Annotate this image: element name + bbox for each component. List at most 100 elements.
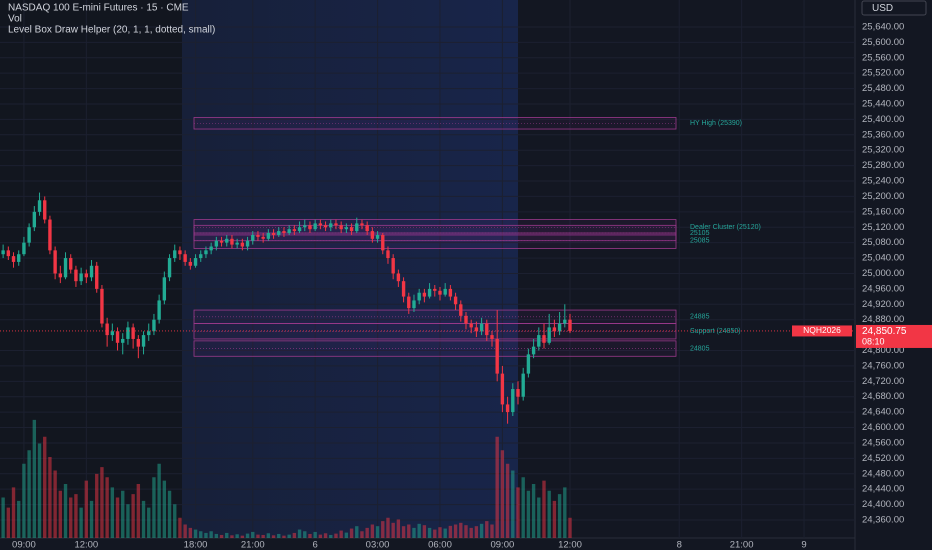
- currency-box[interactable]: [861, 0, 927, 16]
- volume-bar: [261, 534, 265, 538]
- candle-body: [511, 389, 515, 413]
- candle-body: [495, 338, 499, 374]
- candle-body: [500, 373, 505, 405]
- y-tick-label: 24,480.00: [862, 468, 904, 479]
- candle-body: [365, 225, 369, 232]
- candle-body: [266, 233, 271, 239]
- level-label: 24805: [690, 345, 710, 352]
- volume-bar: [401, 526, 406, 538]
- y-tick-label: 24,680.00: [862, 391, 904, 402]
- volume-bar: [568, 517, 572, 538]
- candle-body: [334, 223, 338, 226]
- volume-bar: [43, 436, 47, 538]
- candle-body: [230, 238, 234, 245]
- candle-body: [401, 281, 406, 297]
- volume-bar: [1, 497, 5, 538]
- volume-bar: [95, 473, 99, 538]
- volume-bar: [79, 507, 83, 538]
- volume-bar: [240, 535, 245, 538]
- candle-body: [464, 315, 468, 324]
- candle-body: [453, 296, 458, 305]
- volume-bar: [136, 484, 141, 538]
- candle-body: [438, 290, 442, 295]
- volume-bar: [438, 527, 442, 538]
- axes: 25,640.00 25,600.00 25,560.00 25,520.00 25,4…: [0, 21, 932, 550]
- volume-bar: [204, 532, 208, 538]
- y-tick-label: 24,440.00: [862, 484, 904, 495]
- volume-bar: [521, 477, 525, 538]
- candle-body: [303, 225, 307, 228]
- candle-body: [391, 258, 395, 274]
- volume-bar: [355, 526, 359, 538]
- candle-body: [308, 225, 312, 230]
- volume-bar: [448, 525, 453, 538]
- candle-body: [277, 231, 281, 235]
- x-tick-label: 6: [313, 540, 318, 550]
- volume-label: Vol: [8, 14, 22, 25]
- volume-bar: [505, 463, 510, 538]
- volume-bar: [485, 521, 489, 538]
- volume-bar: [396, 519, 401, 538]
- volume-bar: [453, 524, 458, 538]
- y-tick-label: 24,800.00: [862, 345, 904, 356]
- symbol-tag: [792, 325, 852, 337]
- volume-bar: [251, 531, 255, 538]
- candle-body: [27, 227, 31, 243]
- candle-body: [188, 261, 193, 266]
- volume-bar: [412, 527, 416, 538]
- x-tick-label: 21:00: [730, 540, 754, 550]
- volume-bar: [334, 533, 338, 538]
- volume-bar: [557, 494, 562, 538]
- volume-bar: [303, 531, 307, 538]
- volume-bar: [417, 523, 421, 538]
- candle-body: [537, 335, 541, 347]
- candle-body: [115, 331, 120, 343]
- candle-body: [542, 335, 546, 343]
- candle-body: [417, 292, 421, 301]
- y-tick-label: 25,080.00: [862, 237, 904, 248]
- candle-body: [256, 234, 260, 237]
- candle-body: [74, 269, 78, 282]
- y-tick-label: 25,520.00: [862, 68, 904, 79]
- y-tick-label: 25,240.00: [862, 176, 904, 187]
- y-tick-label: 25,560.00: [862, 52, 904, 63]
- level-label: 25105: [690, 230, 710, 237]
- volume-bar: [287, 534, 291, 538]
- candle-body: [157, 300, 161, 320]
- volume-bar: [11, 487, 16, 538]
- candle-body: [69, 258, 73, 270]
- y-tick-label: 24,560.00: [862, 437, 904, 448]
- candle-body: [209, 246, 213, 251]
- candle-body: [214, 240, 219, 247]
- candle-body: [547, 327, 551, 343]
- candle-body: [1, 250, 5, 255]
- candle-body: [563, 319, 567, 324]
- currency[interactable]: USD: [872, 3, 893, 14]
- candle-body: [490, 335, 494, 339]
- x-tick-label: 09:00: [12, 540, 36, 550]
- candle-body: [11, 256, 16, 262]
- volume-bar: [329, 534, 333, 538]
- volume-bar: [490, 524, 494, 538]
- candle-body: [433, 288, 437, 291]
- volume-bar: [318, 534, 323, 538]
- candle-body: [199, 254, 203, 259]
- y-tick-label: 25,280.00: [862, 160, 904, 171]
- volume-bar: [365, 527, 369, 538]
- candle-body: [126, 327, 130, 339]
- volume-bar: [32, 419, 37, 538]
- candle-body: [375, 234, 380, 239]
- candle-body: [485, 323, 489, 336]
- y-tick-label: 25,320.00: [862, 145, 904, 156]
- volume-bar: [256, 534, 260, 538]
- volume-bar: [443, 528, 447, 538]
- volume-bar: [323, 533, 328, 538]
- volume-bar: [308, 533, 312, 538]
- level-label: 24885: [690, 314, 710, 321]
- candle-body: [552, 327, 557, 332]
- volume-bar: [214, 533, 219, 538]
- volume-bar: [141, 500, 146, 538]
- volume-bar: [37, 443, 42, 538]
- volume-bar: [131, 494, 135, 538]
